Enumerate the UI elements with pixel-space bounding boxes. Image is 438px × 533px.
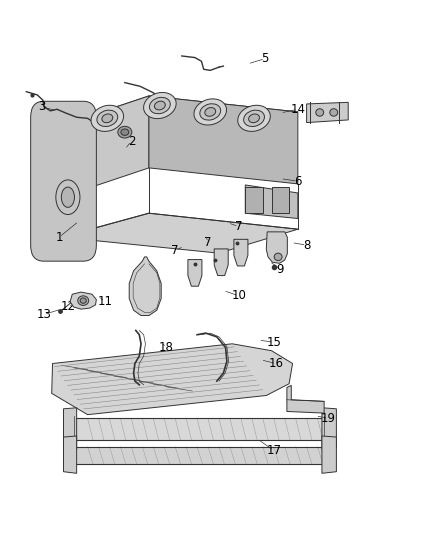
Polygon shape	[214, 249, 228, 276]
Ellipse shape	[238, 105, 270, 132]
Polygon shape	[74, 447, 324, 464]
Ellipse shape	[97, 110, 118, 126]
Ellipse shape	[102, 114, 113, 123]
Bar	[245, 187, 263, 213]
Ellipse shape	[61, 187, 74, 207]
Text: 4: 4	[147, 96, 155, 109]
FancyBboxPatch shape	[31, 101, 96, 261]
Ellipse shape	[200, 104, 221, 120]
Text: 13: 13	[36, 308, 51, 321]
Polygon shape	[307, 102, 348, 123]
Ellipse shape	[144, 92, 176, 119]
Text: 10: 10	[231, 289, 246, 302]
Text: 14: 14	[290, 103, 305, 116]
Polygon shape	[64, 436, 77, 473]
Ellipse shape	[244, 110, 265, 126]
Ellipse shape	[78, 296, 88, 305]
Polygon shape	[129, 257, 161, 316]
Text: 3: 3	[38, 100, 45, 113]
Polygon shape	[52, 344, 293, 415]
Text: 5: 5	[261, 52, 268, 65]
Text: 18: 18	[159, 341, 174, 354]
Text: 8: 8	[303, 239, 310, 252]
Text: 15: 15	[266, 336, 281, 349]
Text: 7: 7	[204, 236, 212, 249]
Text: 16: 16	[268, 357, 283, 370]
Polygon shape	[64, 408, 77, 449]
Ellipse shape	[149, 98, 170, 114]
Ellipse shape	[330, 109, 338, 116]
Ellipse shape	[80, 298, 86, 303]
Text: 6: 6	[294, 175, 302, 188]
Polygon shape	[70, 292, 96, 309]
Ellipse shape	[118, 126, 132, 138]
Polygon shape	[266, 232, 287, 263]
Ellipse shape	[274, 253, 282, 261]
Ellipse shape	[316, 109, 324, 116]
Polygon shape	[245, 185, 298, 219]
Text: 7: 7	[235, 220, 243, 233]
Polygon shape	[149, 96, 298, 184]
Ellipse shape	[56, 180, 80, 215]
Ellipse shape	[249, 114, 259, 123]
Polygon shape	[61, 96, 149, 197]
Text: 2: 2	[127, 135, 135, 148]
Ellipse shape	[91, 105, 124, 132]
Text: 12: 12	[60, 300, 75, 313]
Ellipse shape	[155, 101, 165, 110]
Polygon shape	[234, 239, 248, 266]
Bar	[272, 187, 289, 213]
Text: 9: 9	[276, 263, 284, 276]
Ellipse shape	[121, 129, 129, 135]
Polygon shape	[61, 96, 298, 144]
Text: 11: 11	[98, 295, 113, 308]
Polygon shape	[188, 260, 202, 286]
Text: 19: 19	[321, 412, 336, 425]
Polygon shape	[74, 418, 324, 440]
Text: 17: 17	[266, 444, 281, 457]
Ellipse shape	[194, 99, 226, 125]
Text: 7: 7	[171, 244, 179, 257]
Polygon shape	[322, 436, 336, 473]
Polygon shape	[61, 213, 298, 253]
Text: 1: 1	[55, 231, 63, 244]
Ellipse shape	[205, 108, 215, 116]
Polygon shape	[287, 385, 324, 413]
Polygon shape	[322, 408, 336, 449]
